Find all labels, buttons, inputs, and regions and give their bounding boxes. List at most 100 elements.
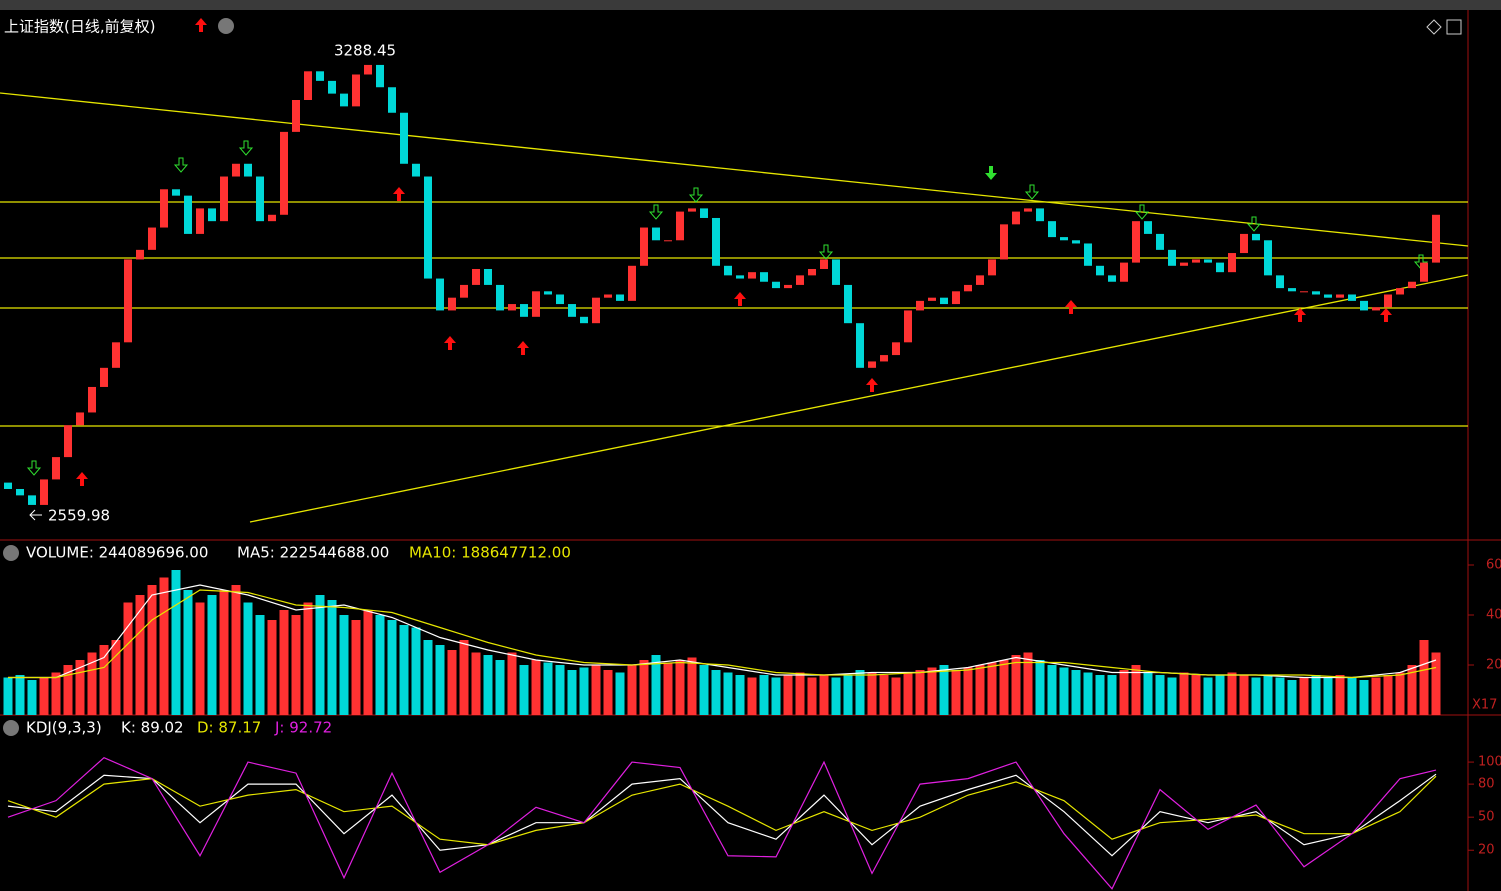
volume-bar — [1071, 670, 1081, 715]
candle — [1420, 262, 1428, 282]
candle — [412, 163, 420, 177]
volume-bar — [1383, 675, 1393, 715]
candle — [856, 323, 864, 368]
candle — [220, 176, 228, 222]
candle — [160, 189, 168, 228]
candle — [1156, 233, 1164, 250]
candle — [1348, 294, 1356, 301]
signal-up — [444, 336, 456, 350]
volume-bar — [111, 640, 121, 715]
candle — [400, 112, 408, 164]
signal-up — [1380, 308, 1392, 322]
trend-line — [0, 92, 1469, 247]
low-pointer — [29, 509, 42, 521]
volume-bar — [795, 672, 805, 715]
indicator-line — [7, 775, 1437, 846]
y-tick-label: 80 — [1478, 777, 1495, 792]
candle — [844, 284, 852, 324]
volume-bar — [27, 680, 37, 715]
signal-up — [1294, 308, 1306, 322]
candle — [916, 300, 924, 311]
drawn-lines — [0, 92, 1469, 523]
kdj-label: KDJ(9,3,3) — [26, 719, 102, 737]
volume-bar — [327, 600, 337, 715]
candle — [436, 278, 444, 311]
candle — [100, 367, 108, 387]
volume-bar — [1167, 677, 1177, 715]
volume-bar — [399, 625, 409, 715]
volume-bar — [291, 615, 301, 715]
volume-bar — [759, 675, 769, 715]
volume-bar — [1251, 677, 1261, 715]
candle — [1360, 300, 1368, 311]
volume-bar — [1227, 672, 1237, 715]
candle — [304, 71, 312, 100]
candle — [196, 208, 204, 234]
y-tick-label: 100 — [1478, 755, 1501, 770]
signal-up — [76, 472, 88, 486]
volume-bar — [39, 677, 49, 715]
candle — [736, 275, 744, 279]
volume-bar — [1191, 675, 1201, 715]
volume-bar — [375, 615, 385, 715]
chart-title: 上证指数(日线,前复权) — [4, 18, 155, 36]
volume-bar — [819, 675, 829, 715]
volume-bar — [699, 665, 709, 715]
volume-bar — [1095, 675, 1105, 715]
volume-bar — [651, 655, 661, 715]
candle — [976, 275, 984, 285]
volume-bar — [87, 652, 97, 715]
candle — [1108, 275, 1116, 282]
candle — [148, 227, 156, 250]
volume-bar — [231, 585, 241, 715]
y-tick-label: 20 — [1486, 658, 1501, 673]
candle — [88, 386, 96, 413]
volume-bar — [195, 602, 205, 715]
volume-bar — [519, 665, 529, 715]
signal-down — [238, 140, 254, 156]
volume-bar — [555, 665, 565, 715]
volume-bar — [975, 665, 985, 715]
candle — [544, 291, 552, 295]
candle — [136, 249, 144, 260]
candle — [1000, 224, 1008, 260]
candle — [1096, 265, 1104, 276]
candle — [628, 265, 636, 301]
ma5-label: MA5: 222544688.00 — [237, 544, 389, 562]
candle — [1048, 221, 1056, 238]
volume-bar — [423, 640, 433, 715]
volume-bar — [483, 655, 493, 715]
candle — [1288, 288, 1296, 292]
panel-toggle[interactable] — [3, 720, 19, 736]
d-label: D: 87.17 — [197, 719, 261, 737]
draw-button[interactable] — [1426, 19, 1442, 35]
candle — [928, 297, 936, 301]
volume-bar — [663, 662, 673, 715]
menu-bar[interactable] — [0, 0, 1501, 10]
title-icon[interactable] — [195, 18, 207, 32]
candle — [1240, 233, 1248, 254]
volume-bar — [63, 665, 73, 715]
volume-bar — [243, 602, 253, 715]
volume-bar — [459, 640, 469, 715]
volume-bar — [1275, 677, 1285, 715]
volume-bar — [1359, 680, 1369, 715]
volume-bar — [507, 652, 517, 715]
volume-bar — [963, 667, 973, 715]
candle — [448, 297, 456, 311]
candle — [868, 361, 876, 368]
trend-line — [249, 274, 1469, 523]
candle — [676, 211, 684, 241]
candle — [760, 272, 768, 282]
candle — [532, 291, 540, 317]
volume-bar — [447, 650, 457, 715]
candle — [496, 284, 504, 311]
candle — [124, 259, 132, 343]
window-button[interactable] — [1446, 19, 1462, 35]
candle — [616, 294, 624, 301]
panel-toggle[interactable] — [3, 545, 19, 561]
candle — [700, 208, 708, 218]
candle — [172, 189, 180, 196]
settings-icon[interactable] — [218, 18, 234, 34]
volume-bar — [771, 677, 781, 715]
